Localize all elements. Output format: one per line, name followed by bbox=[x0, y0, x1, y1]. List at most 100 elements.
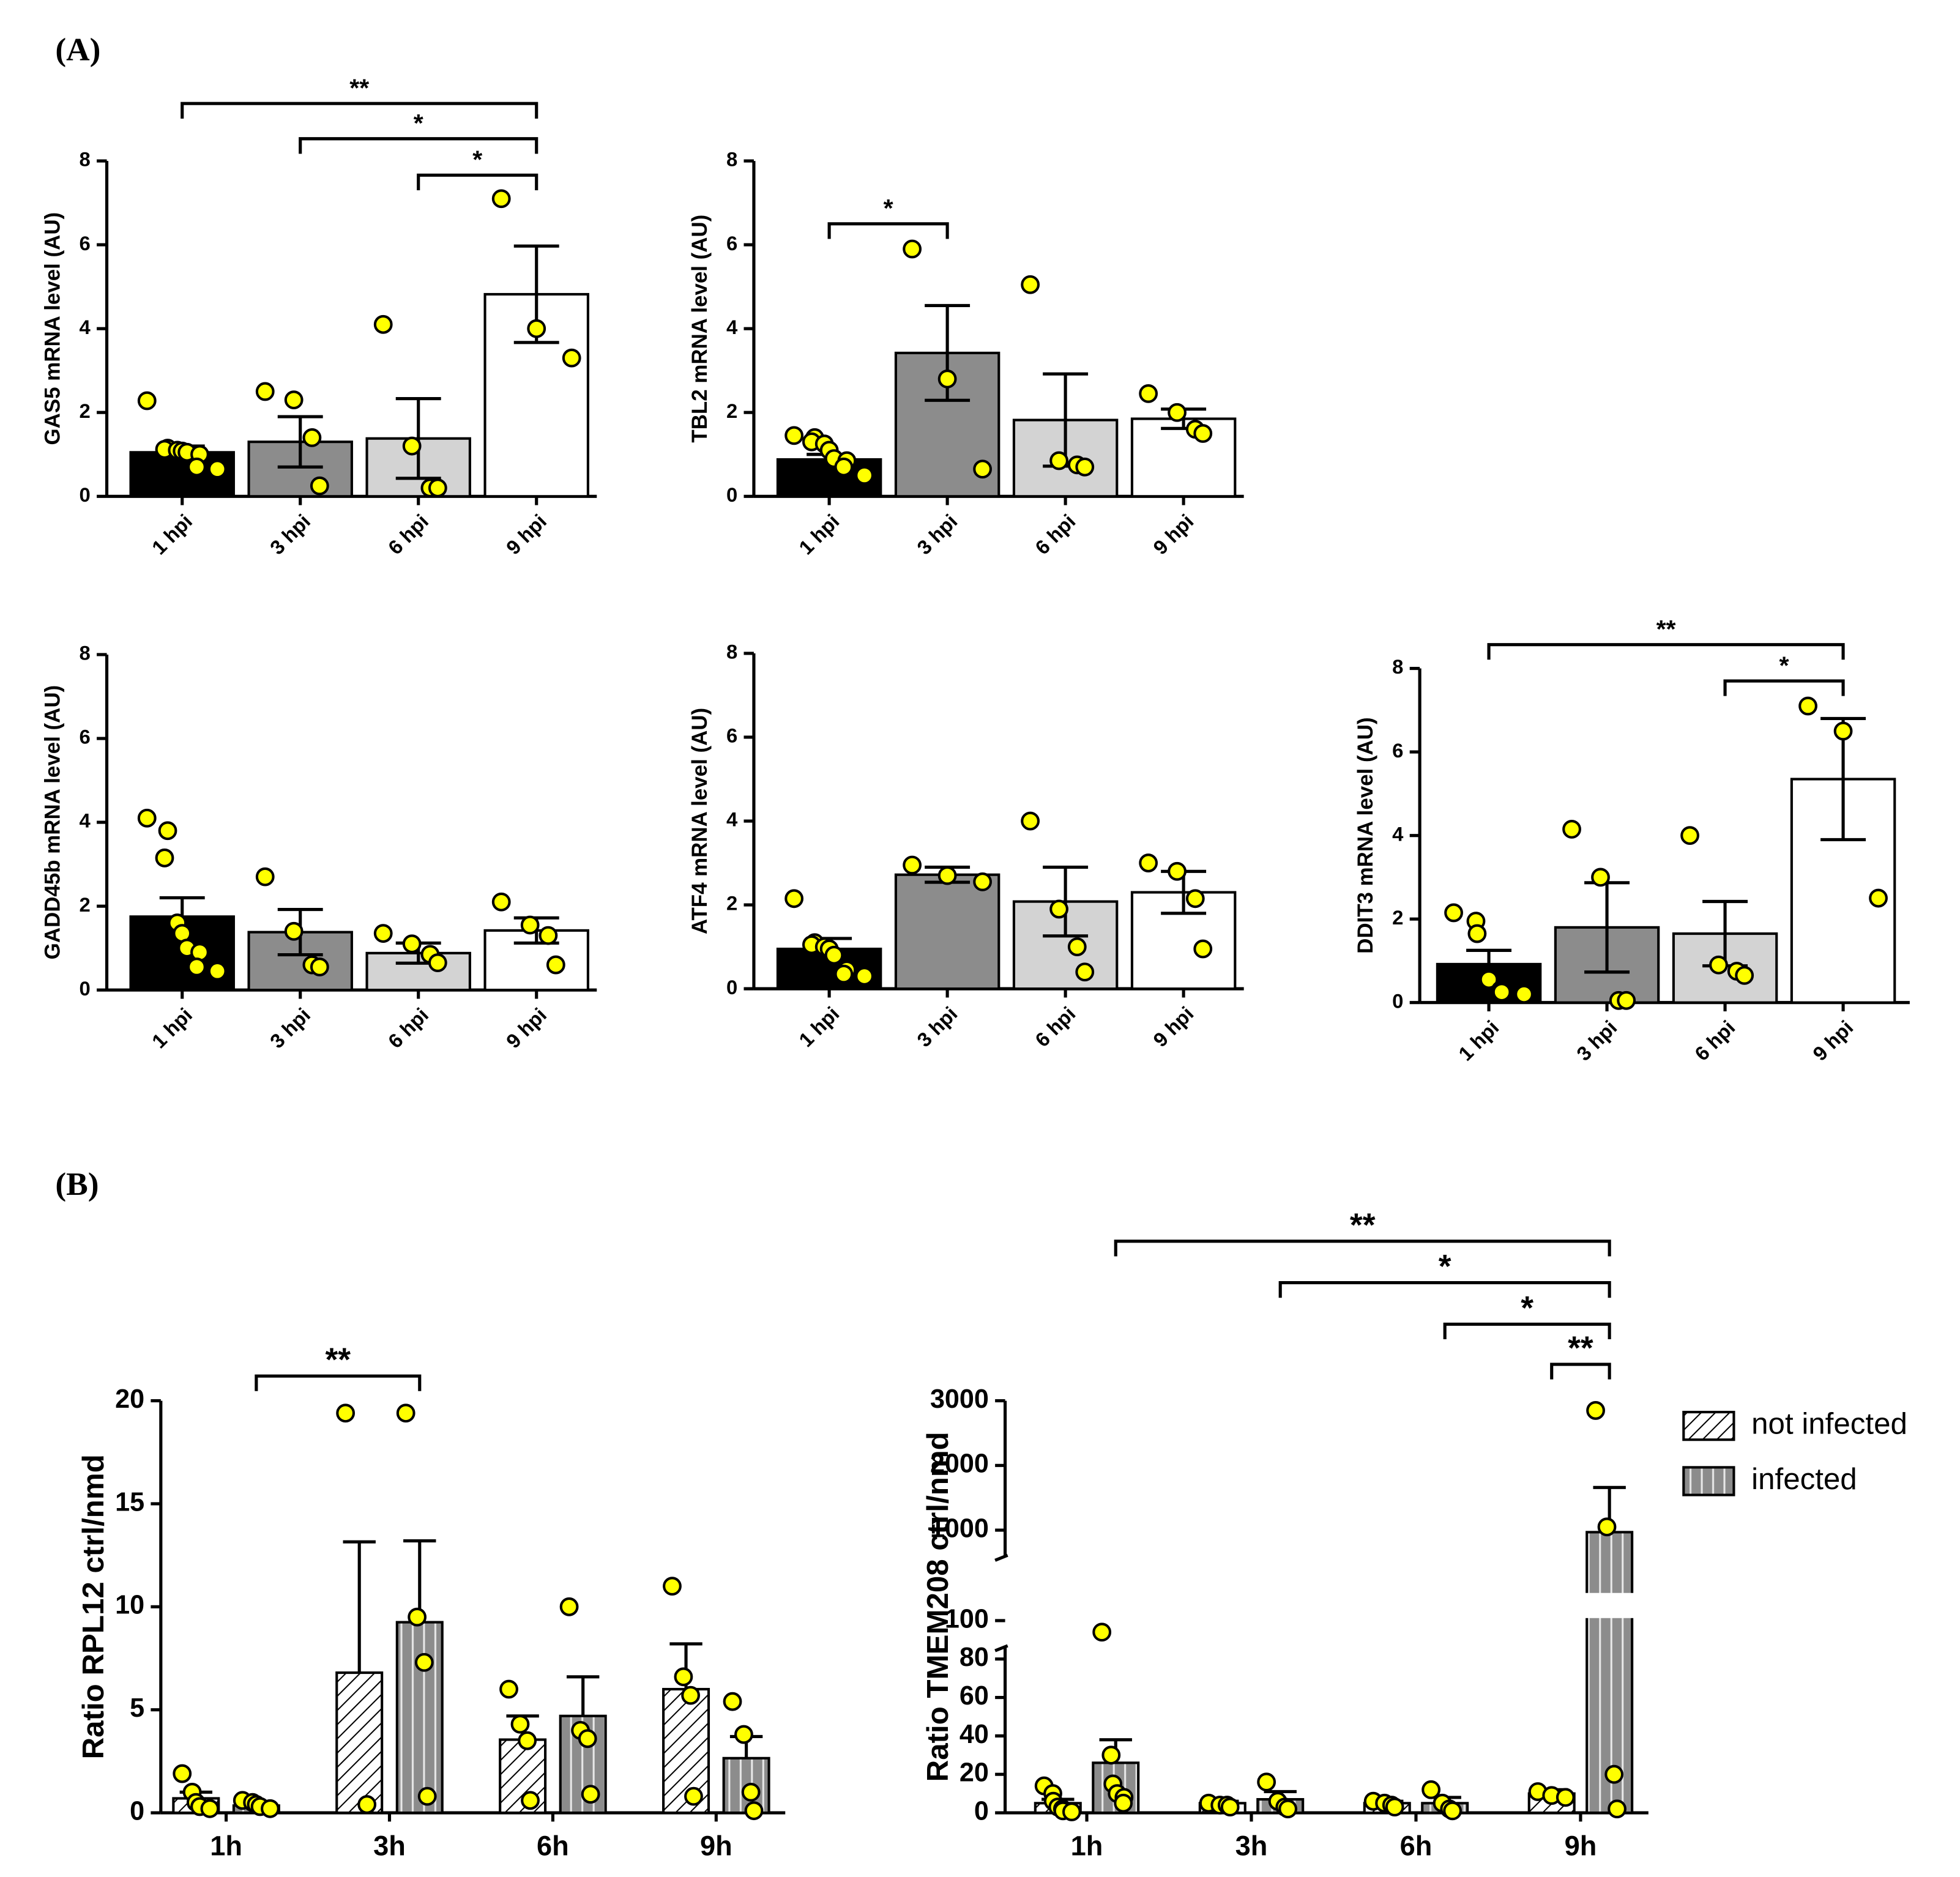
y-tick-label: 60 bbox=[960, 1681, 989, 1711]
significance-label: * bbox=[884, 194, 893, 222]
significance-label: ** bbox=[326, 1342, 351, 1378]
y-tick-label: 4 bbox=[1392, 822, 1404, 845]
x-tick-label: 6h bbox=[537, 1830, 569, 1861]
significance-label: * bbox=[1779, 651, 1789, 679]
data-point bbox=[546, 955, 565, 975]
y-tick-label: 6 bbox=[80, 726, 91, 748]
data-point bbox=[1168, 861, 1187, 881]
y-tick-label: 2 bbox=[726, 400, 737, 422]
y-tick-label: 6 bbox=[80, 232, 91, 255]
significance-bracket bbox=[417, 173, 538, 191]
bar bbox=[1586, 1531, 1634, 1815]
significance-bracket bbox=[181, 102, 538, 119]
x-tick-label: 9h bbox=[700, 1830, 732, 1861]
data-point bbox=[824, 945, 844, 965]
data-point bbox=[1556, 1788, 1575, 1807]
data-point bbox=[1617, 991, 1636, 1010]
bar bbox=[1130, 417, 1237, 498]
data-point bbox=[1185, 889, 1205, 909]
data-point bbox=[1139, 384, 1158, 403]
y-tick-label: 2000 bbox=[930, 1449, 989, 1479]
data-point bbox=[684, 1786, 703, 1806]
data-point bbox=[402, 934, 422, 954]
y-tick-label: 6 bbox=[726, 724, 737, 747]
data-point bbox=[1444, 903, 1463, 923]
data-point bbox=[578, 1729, 597, 1749]
data-point bbox=[1021, 275, 1040, 294]
data-point bbox=[1067, 937, 1087, 957]
data-point bbox=[562, 348, 581, 368]
error-bar bbox=[395, 397, 441, 480]
y-tick-label: 2 bbox=[1392, 906, 1403, 929]
significance-bracket bbox=[1723, 679, 1845, 696]
data-point bbox=[1114, 1793, 1133, 1813]
y-tick-label: 2 bbox=[726, 892, 737, 915]
significance-bracket bbox=[1550, 1362, 1611, 1380]
significance-label: ** bbox=[1568, 1331, 1593, 1367]
significance-bracket bbox=[1114, 1240, 1611, 1257]
y-tick-label: 4 bbox=[726, 316, 738, 338]
data-point bbox=[187, 957, 206, 976]
y-tick-label: 4 bbox=[726, 808, 738, 831]
data-point bbox=[302, 428, 322, 447]
significance-bracket bbox=[299, 137, 538, 154]
bar bbox=[395, 1621, 444, 1815]
y-tick-label: 15 bbox=[115, 1487, 144, 1517]
bar bbox=[1130, 891, 1237, 991]
error-bar bbox=[343, 1540, 376, 1673]
y-tick-label: 100 bbox=[945, 1604, 989, 1634]
data-point bbox=[1562, 819, 1581, 839]
y-tick-label: 8 bbox=[1392, 655, 1403, 678]
significance-bracket bbox=[1443, 1322, 1611, 1340]
data-point bbox=[784, 426, 804, 445]
data-point bbox=[1220, 1797, 1240, 1817]
data-point bbox=[518, 1731, 537, 1750]
data-point bbox=[373, 314, 393, 334]
data-point bbox=[784, 889, 804, 909]
data-point bbox=[1833, 721, 1853, 741]
data-point bbox=[137, 808, 157, 828]
data-point bbox=[1257, 1772, 1276, 1792]
data-point bbox=[834, 457, 854, 477]
y-axis-label: TBL2 mRNA level (AU) bbox=[688, 215, 712, 443]
x-tick-label: 3h bbox=[373, 1830, 406, 1861]
y-tick-label: 10 bbox=[115, 1591, 144, 1620]
x-tick-label: 1h bbox=[210, 1830, 242, 1861]
panel-label: (A) bbox=[55, 31, 100, 68]
data-point bbox=[1869, 888, 1888, 908]
data-point bbox=[1680, 826, 1699, 846]
data-point bbox=[1798, 696, 1817, 716]
data-point bbox=[1492, 983, 1511, 1002]
data-point bbox=[284, 390, 304, 410]
data-point bbox=[499, 1679, 518, 1699]
legend-label: not infected bbox=[1751, 1407, 1907, 1441]
data-point bbox=[402, 436, 422, 456]
data-point bbox=[1422, 1780, 1440, 1799]
y-tick-label: 0 bbox=[726, 483, 737, 506]
data-point bbox=[200, 1799, 220, 1818]
data-point bbox=[428, 953, 447, 973]
y-tick-label: 4 bbox=[80, 809, 91, 832]
data-point bbox=[357, 1795, 377, 1814]
axis-break bbox=[994, 1644, 1008, 1652]
data-point bbox=[414, 1652, 434, 1672]
significance-bracket bbox=[827, 222, 949, 239]
y-axis-label: Ratio TMEM208 ctrl/nmd bbox=[921, 1432, 955, 1782]
data-point bbox=[903, 239, 922, 259]
data-point bbox=[937, 370, 957, 388]
significance-label: ** bbox=[1656, 615, 1676, 643]
y-tick-label: 8 bbox=[80, 642, 91, 664]
significance-label: ** bbox=[1350, 1207, 1376, 1243]
data-point bbox=[255, 867, 275, 886]
data-point bbox=[187, 457, 206, 477]
data-point bbox=[674, 1667, 693, 1687]
axis-break-gap bbox=[1008, 1593, 1649, 1618]
data-point bbox=[973, 459, 993, 479]
data-point bbox=[396, 1403, 415, 1423]
data-point bbox=[1101, 1745, 1121, 1765]
data-point bbox=[173, 1764, 192, 1783]
x-tick-label: 3h bbox=[1235, 1830, 1268, 1861]
data-point bbox=[1193, 424, 1213, 443]
data-point bbox=[1049, 899, 1068, 919]
error-bar bbox=[566, 1675, 600, 1716]
